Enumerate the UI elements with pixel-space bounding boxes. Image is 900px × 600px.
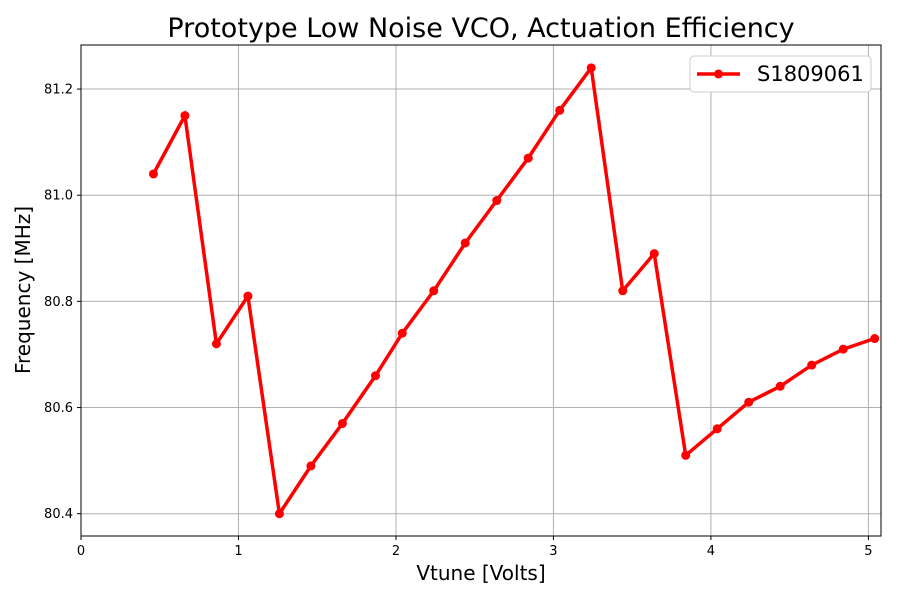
x-tick-label: 2 <box>392 544 400 559</box>
y-tick-label: 81.0 <box>44 189 73 204</box>
data-point <box>649 249 659 259</box>
data-point <box>148 169 158 179</box>
legend-box <box>689 55 872 93</box>
data-point <box>807 360 817 370</box>
data-point <box>523 153 533 163</box>
y-tick-label: 81.2 <box>44 83 73 98</box>
y-tick-label: 80.8 <box>44 295 73 310</box>
legend-marker-sample <box>714 69 723 79</box>
data-point <box>460 238 470 248</box>
x-axis-label: Vtune [Volts] <box>416 561 545 585</box>
data-point <box>180 111 190 121</box>
data-point <box>243 291 253 301</box>
data-point <box>211 339 221 349</box>
x-tick-label: 3 <box>549 544 557 559</box>
data-point <box>586 63 596 73</box>
x-tick-label: 0 <box>77 544 85 559</box>
data-point <box>838 344 848 354</box>
data-point <box>337 418 347 428</box>
data-point <box>775 381 785 391</box>
y-tick-label: 80.6 <box>44 401 73 416</box>
data-point <box>870 334 880 344</box>
x-tick-label: 4 <box>707 544 715 559</box>
data-point <box>744 397 754 407</box>
data-point <box>492 196 502 206</box>
series-line <box>151 63 876 519</box>
y-tick-label: 80.4 <box>44 507 73 522</box>
legend-label: S1809061 <box>757 62 864 86</box>
data-point <box>370 371 380 381</box>
plot-area-frame <box>80 44 882 537</box>
data-point <box>306 461 316 471</box>
data-point <box>274 509 284 519</box>
x-tick-label: 5 <box>864 544 872 559</box>
data-point <box>555 105 565 115</box>
chart-title: Prototype Low Noise VCO, Actuation Effic… <box>167 13 794 44</box>
data-point <box>397 328 407 338</box>
data-point <box>429 286 439 296</box>
data-point <box>681 450 691 460</box>
y-axis-label: Frequency [MHz] <box>11 206 35 374</box>
series-layer <box>148 63 880 519</box>
legend: S1809061 <box>689 55 872 93</box>
data-point <box>618 286 628 296</box>
x-tick-label: 1 <box>234 544 242 559</box>
axis-ticks: 0 1 2 3 4 5 80.4 80.6 80.8 81.0 81.2 <box>44 83 872 559</box>
data-point <box>712 424 722 434</box>
